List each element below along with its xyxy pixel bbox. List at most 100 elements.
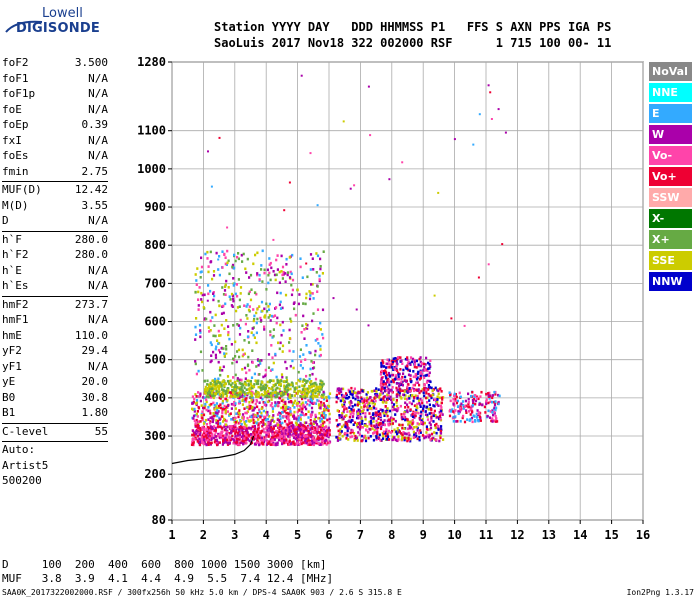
- data-point: [426, 413, 429, 417]
- data-point: [202, 425, 205, 429]
- data-point: [219, 334, 222, 337]
- data-point: [233, 395, 236, 398]
- data-point: [395, 393, 399, 396]
- data-point: [491, 411, 494, 414]
- data-point: [430, 394, 433, 398]
- data-point: [194, 325, 197, 329]
- data-point: [388, 409, 392, 413]
- data-point: [228, 337, 231, 341]
- data-point: [381, 381, 384, 385]
- data-point: [383, 386, 386, 390]
- data-point: [348, 406, 351, 409]
- y-tick-label: 300: [144, 429, 166, 443]
- data-point: [241, 393, 244, 397]
- data-point: [197, 298, 200, 301]
- data-point: [245, 314, 248, 317]
- data-point: [372, 420, 375, 423]
- data-point: [397, 377, 400, 381]
- data-point: [211, 387, 214, 390]
- data-point: [384, 432, 387, 435]
- param-name: foF1p: [2, 87, 36, 100]
- data-point: [209, 341, 212, 344]
- data-point: [247, 426, 251, 430]
- data-point: [398, 394, 401, 397]
- data-point: [311, 410, 314, 414]
- param-name: foE: [2, 102, 22, 116]
- data-point: [321, 414, 324, 417]
- data-point: [264, 435, 268, 439]
- data-point: [345, 437, 348, 440]
- data-point: [243, 304, 246, 307]
- data-point: [224, 435, 227, 439]
- data-point: [250, 382, 253, 386]
- data-point: [280, 373, 284, 376]
- data-point: [257, 382, 260, 385]
- data-point: [404, 406, 407, 409]
- data-point: [267, 430, 270, 434]
- data-point: [350, 408, 353, 411]
- data-point: [323, 392, 326, 395]
- data-point: [274, 278, 277, 282]
- data-point: [237, 402, 241, 405]
- data-point: [318, 382, 322, 386]
- data-point: [235, 309, 238, 313]
- data-point: [311, 283, 314, 286]
- data-point: [309, 253, 313, 256]
- data-point: [282, 408, 285, 411]
- data-point: [416, 429, 419, 432]
- param-row: hmF2 273.7: [2, 298, 108, 314]
- data-point: [396, 427, 399, 430]
- param-value: 280.0: [74, 232, 108, 246]
- data-point: [345, 414, 348, 417]
- data-point: [381, 359, 384, 362]
- data-point: [243, 437, 246, 440]
- data-point: [248, 404, 251, 407]
- data-point: [454, 399, 457, 402]
- param-name: fxI: [2, 133, 22, 147]
- data-point: [416, 394, 419, 398]
- data-point: [340, 414, 343, 417]
- data-point: [317, 436, 321, 440]
- data-point: [405, 432, 408, 436]
- data-point: [269, 425, 273, 429]
- data-point: [247, 355, 250, 359]
- data-point: [437, 424, 440, 428]
- data-point: [374, 396, 377, 399]
- data-point: [206, 388, 209, 391]
- data-point: [309, 415, 313, 419]
- data-point: [245, 427, 249, 430]
- data-point: [322, 429, 325, 432]
- data-point: [386, 419, 389, 423]
- data-point: [221, 390, 224, 394]
- data-point: [280, 436, 283, 440]
- data-point: [383, 423, 386, 427]
- data-point: [497, 393, 500, 397]
- data-point: [321, 380, 324, 384]
- data-point: [407, 405, 410, 409]
- data-point: [201, 426, 204, 429]
- data-point: [435, 438, 438, 441]
- outlier-point: [210, 185, 213, 188]
- data-point: [407, 431, 410, 435]
- y-tick-label: 1100: [137, 124, 166, 138]
- data-point: [208, 404, 211, 407]
- data-point: [359, 400, 362, 403]
- data-point: [465, 411, 468, 414]
- data-point: [301, 388, 304, 391]
- data-point: [284, 360, 287, 364]
- data-point: [321, 411, 324, 415]
- data-point: [278, 420, 281, 424]
- data-point: [248, 401, 251, 404]
- data-point: [192, 414, 196, 418]
- data-point: [245, 434, 248, 438]
- data-point: [385, 389, 388, 392]
- data-point: [406, 419, 409, 423]
- data-point: [223, 404, 226, 408]
- data-point: [416, 437, 419, 441]
- data-point: [244, 322, 247, 326]
- data-point: [449, 393, 452, 397]
- data-point: [386, 358, 389, 362]
- data-point: [224, 397, 228, 401]
- data-point: [219, 373, 222, 377]
- data-point: [328, 421, 331, 424]
